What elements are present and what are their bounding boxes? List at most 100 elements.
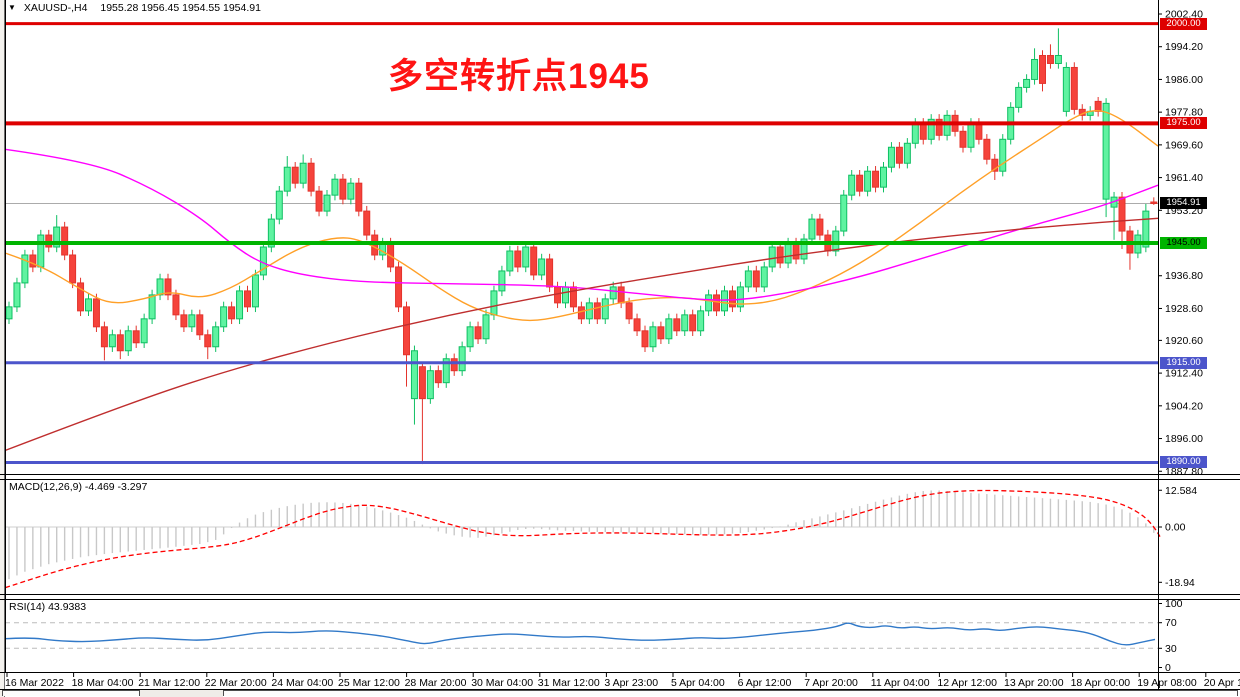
candle-bull — [999, 138, 1007, 172]
candle-bear — [132, 330, 140, 344]
macd-tick-label: 12.584 — [1165, 485, 1197, 497]
candle-bear — [1118, 196, 1126, 232]
candle-bull — [466, 326, 474, 348]
rsi-tick-label: 70 — [1165, 617, 1177, 629]
time-label: 18 Apr 00:00 — [1071, 677, 1131, 689]
candle-bull — [275, 190, 283, 220]
price-tick-label: 1912.40 — [1165, 368, 1203, 380]
candle-bear — [991, 158, 999, 172]
candle-bear — [689, 314, 697, 332]
candle-bull — [442, 358, 450, 384]
candle-bear — [1150, 201, 1158, 204]
candle-bull — [562, 286, 569, 304]
window-left-frame — [0, 0, 5, 697]
candle-bull — [808, 218, 816, 240]
candle-bear — [434, 370, 442, 384]
panel-separator-macd-rsi[interactable] — [0, 594, 1240, 595]
candle-bear — [895, 146, 903, 164]
candle-bull — [967, 122, 975, 148]
candle-bear — [919, 122, 927, 140]
price-tick-label: 1904.20 — [1165, 400, 1203, 412]
candle-bear — [935, 118, 943, 136]
candle-bear — [816, 218, 824, 236]
candle-bear — [641, 330, 649, 348]
candle-bear — [339, 178, 347, 200]
ohlc-values: 1955.28 1956.45 1954.55 1954.91 — [100, 2, 261, 14]
candle-bull — [705, 294, 713, 312]
candle-bull — [13, 282, 21, 308]
candle-bull — [1054, 54, 1062, 64]
price-tick-label: 1961.40 — [1165, 172, 1203, 184]
candle-bear — [546, 258, 554, 288]
candle-bear — [116, 334, 124, 352]
candle-bear — [983, 138, 991, 160]
candle-bull — [5, 306, 13, 320]
time-label: 25 Mar 12:00 — [338, 677, 400, 689]
candle-bull — [911, 122, 919, 144]
rsi-line — [4, 622, 1156, 646]
candle-bull — [410, 350, 418, 400]
candle-bull — [744, 270, 752, 288]
rsi-tick-label: 0 — [1165, 662, 1171, 674]
panel-separator-main-macd[interactable] — [0, 474, 1240, 475]
macd-tick-label: 0.00 — [1165, 522, 1186, 534]
candle-bull — [1015, 86, 1023, 108]
candle-bear — [315, 190, 323, 212]
candle-bull — [538, 258, 546, 276]
candle-bear — [713, 294, 721, 312]
price-badge-1975.00: 1975.00 — [1160, 117, 1207, 130]
candle-bull — [212, 326, 220, 348]
scrollbar-thumb[interactable] — [140, 690, 223, 697]
candle-bull — [323, 194, 331, 212]
time-label: 18 Mar 04:00 — [72, 677, 134, 689]
candle-bear — [792, 242, 800, 260]
price-tick-label: 1936.80 — [1165, 270, 1203, 282]
candle-bull — [887, 146, 895, 168]
time-label: 16 Mar 2022 — [5, 677, 64, 689]
candle-bear — [673, 318, 681, 332]
candle-bear — [617, 286, 625, 304]
candle-bull — [148, 294, 156, 320]
candle-bear — [291, 166, 299, 184]
candle-bear — [92, 298, 100, 328]
time-label: 11 Apr 04:00 — [871, 677, 930, 689]
macd-tick-label: -18.94 — [1165, 577, 1195, 589]
price-tick-label: 2002.40 — [1165, 9, 1203, 21]
chart-annotation-text[interactable]: 多空转折点1945 — [388, 57, 650, 96]
candle-bear — [403, 306, 410, 356]
candle-bear — [172, 294, 180, 316]
time-label: 5 Apr 04:00 — [671, 677, 725, 689]
candle-bull — [609, 286, 617, 300]
candle-bull — [426, 370, 434, 400]
time-label: 21 Mar 12:00 — [138, 677, 200, 689]
time-label: 31 Mar 12:00 — [538, 677, 600, 689]
candle-bull — [697, 310, 705, 332]
candle-bear — [657, 326, 665, 340]
candle-bull — [1031, 58, 1039, 80]
candle-bull — [37, 234, 45, 268]
price-badge-2000.00: 2000.00 — [1160, 17, 1207, 30]
candle-bull — [522, 246, 530, 268]
candle-bear — [975, 122, 983, 140]
candle-bull — [458, 346, 466, 372]
price-tick-label: 1920.60 — [1165, 335, 1203, 347]
candle-bull — [1023, 78, 1031, 88]
panel-separator-main-macd-2 — [0, 479, 1240, 480]
symbol-dropdown-icon[interactable]: ▼ — [8, 3, 16, 12]
price-tick-label: 1969.60 — [1165, 139, 1203, 151]
candle-bull — [299, 162, 307, 184]
time-label: 30 Mar 04:00 — [471, 677, 533, 689]
candle-bear — [29, 254, 37, 268]
candle-bear — [307, 162, 315, 192]
candle-bull — [283, 166, 291, 192]
scrollbar-track-right[interactable] — [223, 690, 1238, 696]
time-axis-line — [0, 672, 1240, 673]
candle-bull — [506, 250, 514, 272]
price-badge-1890.00: 1890.00 — [1160, 456, 1207, 469]
scrollbar-track-left[interactable] — [2, 690, 140, 696]
current-price-badge: 1954.91 — [1160, 197, 1207, 210]
price-badge-1945.00: 1945.00 — [1160, 237, 1207, 250]
candle-bear — [872, 170, 880, 188]
candle-bear — [228, 306, 236, 320]
